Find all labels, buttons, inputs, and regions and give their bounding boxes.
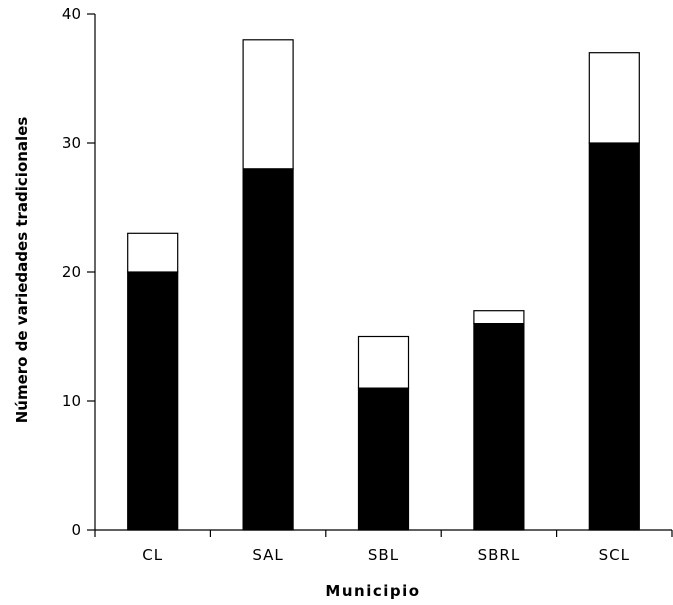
bar-segment-light [242, 39, 294, 170]
bar-segment-dark [588, 142, 640, 531]
y-tick-label: 20 [62, 263, 81, 281]
bar-segment-light [127, 232, 179, 273]
bar-segment-light [588, 52, 640, 144]
y-tick-label: 0 [71, 521, 81, 539]
y-tick-label: 10 [62, 392, 81, 410]
x-tick-label: SCL [599, 546, 630, 564]
x-axis-ticks: CL SAL SBL SBRL SCL [94, 530, 673, 564]
bars [127, 39, 640, 531]
plot-area: 0 10 20 30 40 CL SAL SBL SBRL SCL [62, 5, 673, 564]
bar-segment-dark [357, 387, 410, 531]
x-axis-title: Municipio [325, 582, 420, 600]
bar-segment-dark [127, 271, 179, 531]
y-tick-label: 40 [62, 5, 81, 23]
y-axis-ticks: 0 10 20 30 40 [62, 5, 95, 539]
bar-segment-light [357, 335, 410, 389]
bar-segment-dark [473, 323, 525, 531]
y-tick-label: 30 [62, 134, 81, 152]
x-tick-label: SBL [368, 546, 399, 564]
y-axis-title: Número de variedades tradicionales [13, 117, 31, 424]
x-tick-label: SBRL [478, 546, 521, 564]
x-tick-label: SAL [252, 546, 283, 564]
bar-segment-light [473, 310, 525, 325]
bar-segment-dark [242, 168, 294, 531]
x-tick-label: CL [142, 546, 163, 564]
